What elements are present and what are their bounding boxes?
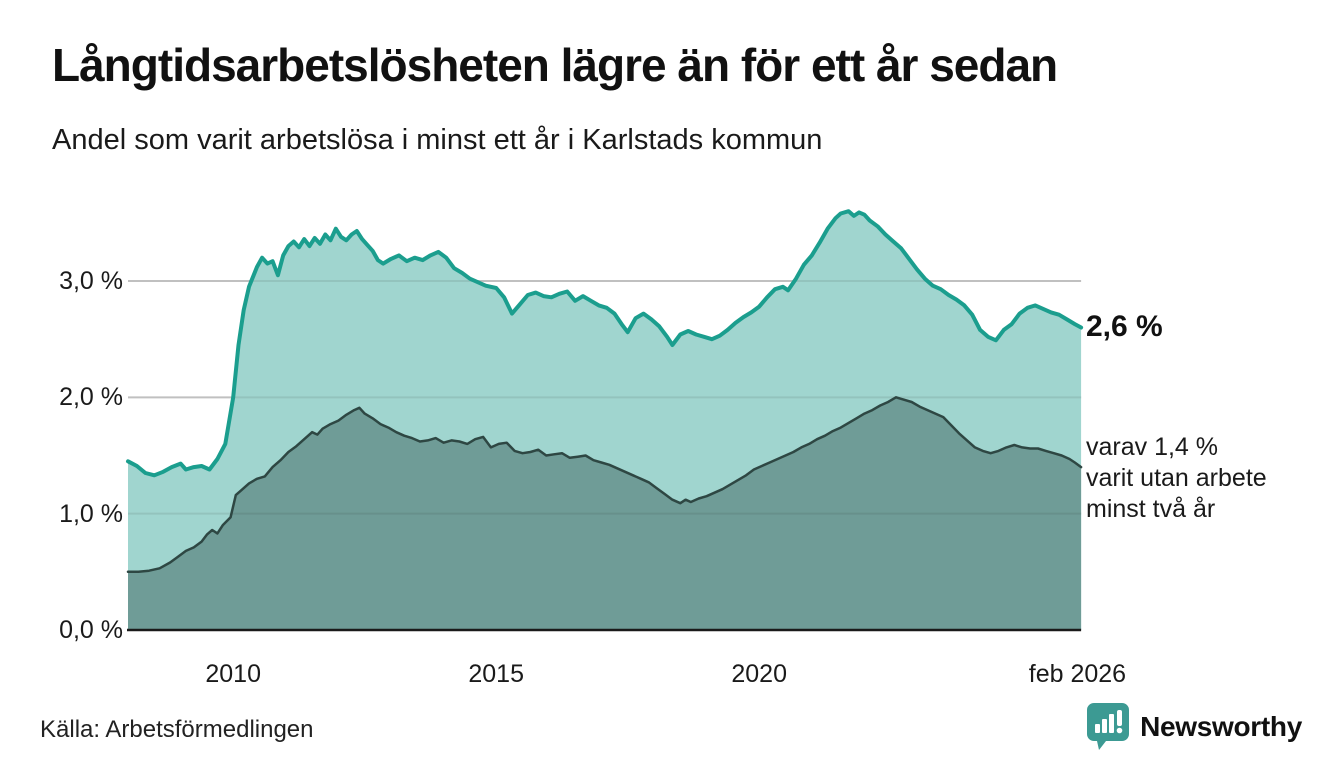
x-axis-tick-label: 2010 <box>205 660 261 688</box>
newsworthy-logo: Newsworthy <box>1086 702 1302 752</box>
y-axis-tick-label: 1,0 % <box>59 499 123 528</box>
y-axis-tick-label: 3,0 % <box>59 267 123 295</box>
latest-value-label: 2,6 % <box>1086 310 1163 343</box>
y-axis-tick-label: 0,0 % <box>59 616 123 644</box>
x-axis-tick-label: 2020 <box>731 660 787 688</box>
y-axis-tick-label: 2,0 % <box>59 383 123 412</box>
x-axis-tick-label: feb 2026 <box>1028 660 1127 688</box>
chart-subtitle: Andel som varit arbetslösa i minst ett å… <box>52 124 823 156</box>
newsworthy-icon <box>1087 703 1130 750</box>
newsworthy-wordmark: Newsworthy <box>1140 711 1302 742</box>
source-note: Källa: Arbetsförmedlingen <box>40 716 314 743</box>
x-axis-tick-label: 2015 <box>468 660 524 688</box>
chart-title: Långtidsarbetslösheten lägre än för ett … <box>52 39 1058 91</box>
secondary-value-label: varav 1,4 % varit utan arbete minst två … <box>1086 433 1267 523</box>
